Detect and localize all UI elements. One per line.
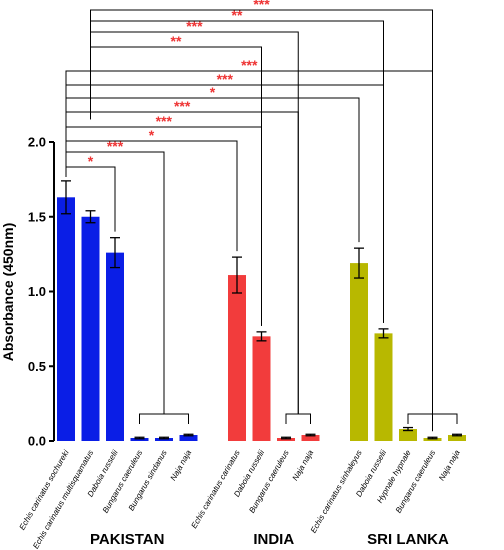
y-tick-label: 0.0 — [28, 434, 46, 449]
significance-label: *** — [253, 0, 270, 12]
significance-label: *** — [241, 57, 258, 73]
category-label: Naja naja — [437, 448, 462, 482]
y-tick-label: 0.5 — [28, 359, 46, 374]
group-label: PAKISTAN — [90, 531, 164, 548]
bar — [252, 336, 271, 441]
significance-label: ** — [171, 33, 182, 49]
bar — [350, 263, 368, 441]
y-tick-label: 1.0 — [28, 284, 46, 299]
bar — [155, 438, 173, 441]
y-tick-label: 1.5 — [28, 209, 46, 224]
axes: 0.0 0.5 1.0 1.5 2.0 — [28, 135, 55, 449]
bar — [301, 435, 320, 441]
bar — [130, 438, 149, 441]
significance-label: * — [149, 127, 155, 143]
significance-bracket — [65, 97, 360, 243]
group-bracket — [285, 413, 311, 424]
significance-brackets: **************************** — [65, 0, 458, 432]
significance-bracket — [90, 9, 433, 432]
bar — [399, 429, 417, 441]
bar — [277, 438, 295, 441]
significance-label: *** — [107, 138, 124, 154]
bars — [57, 180, 466, 441]
group-label: INDIA — [253, 531, 294, 548]
significance-label: * — [88, 153, 94, 169]
significance-label: ** — [232, 7, 243, 23]
bar — [423, 438, 442, 441]
bar — [228, 275, 246, 441]
bar — [374, 333, 393, 441]
significance-label: * — [210, 84, 216, 100]
significance-label: *** — [156, 113, 173, 129]
bar — [57, 197, 75, 441]
bar — [448, 435, 466, 441]
category-label: Naja naja — [169, 448, 194, 482]
y-axis-title: Absorbance (450nm) — [0, 223, 16, 361]
bar — [81, 216, 100, 441]
y-tick-label: 2.0 — [28, 135, 46, 150]
significance-label: *** — [174, 98, 191, 114]
significance-label: *** — [186, 18, 203, 34]
bar — [179, 435, 198, 441]
group-bracket — [139, 413, 189, 424]
group-label: SRI LANKA — [367, 531, 449, 548]
significance-label: *** — [217, 71, 234, 87]
category-label: Naja naja — [291, 448, 316, 482]
bar — [106, 252, 124, 441]
